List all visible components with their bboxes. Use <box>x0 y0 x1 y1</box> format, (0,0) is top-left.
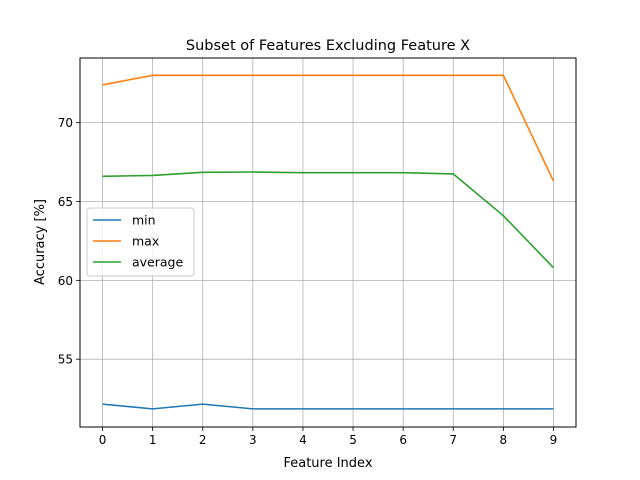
y-tick-label: 55 <box>58 353 73 367</box>
series-line-average <box>102 171 555 269</box>
x-tick-label: 3 <box>249 433 257 447</box>
legend-label-average: average <box>132 255 183 270</box>
series-line-min <box>102 403 554 410</box>
legend-label-max: max <box>132 234 159 249</box>
x-tick-label: 6 <box>399 433 407 447</box>
x-tick-label: 7 <box>449 433 457 447</box>
legend-label-min: min <box>132 213 156 228</box>
x-tick-label: 1 <box>149 433 157 447</box>
plot-frame <box>79 57 577 428</box>
axis-ticks: 0 1 2 3 4 5 6 7 8 9 55 60 65 70 <box>58 116 558 447</box>
y-axis-label: Accuracy [%] <box>33 199 48 285</box>
legend: min max average <box>86 207 195 277</box>
x-tick-label: 0 <box>99 433 107 447</box>
chart-title: Subset of Features Excluding Feature X <box>186 38 470 54</box>
y-tick-label: 60 <box>58 274 73 288</box>
x-tick-label: 8 <box>500 433 508 447</box>
x-tick-label: 9 <box>550 433 558 447</box>
y-tick-label: 70 <box>58 116 73 130</box>
grid-lines <box>80 58 576 427</box>
legend-box <box>86 207 195 277</box>
x-tick-label: 2 <box>199 433 207 447</box>
y-tick-label: 65 <box>58 195 73 209</box>
x-tick-label: 4 <box>299 433 307 447</box>
x-tick-label: 5 <box>349 433 357 447</box>
series-lines <box>102 74 555 410</box>
x-axis-label: Feature Index <box>283 456 372 471</box>
series-line-max <box>102 74 555 182</box>
